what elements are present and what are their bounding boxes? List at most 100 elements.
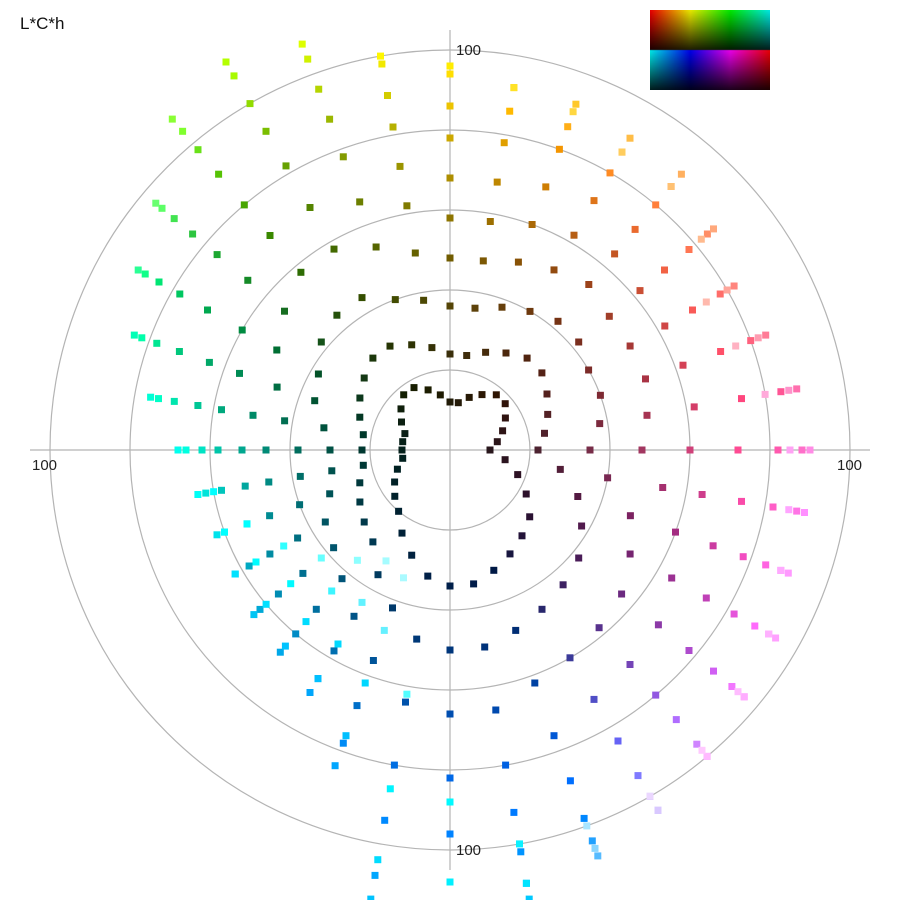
tick-label-left: 100 [32,457,57,474]
data-point-h130-l10 [400,391,408,399]
data-point-h220-l40 [299,569,307,577]
data-point-h70-l90 [572,100,580,108]
data-point-h280-l30 [492,706,500,714]
data-point-h20-l40 [642,375,649,383]
data-point-h170-l70 [194,402,202,409]
data-point-h0-l70 [774,446,782,454]
data-point-h120-l20 [386,342,394,350]
data-point-h70-l30 [498,303,506,311]
data-point-h270-l20 [446,646,454,654]
data-point-h20-l90 [754,334,762,342]
data-point-h80-l60 [493,178,501,186]
data-point-h160-l90 [138,334,146,342]
data-point-h50-l90 [677,170,685,178]
data-point-h350-l80 [793,507,801,515]
data-point-h120-l90 [230,72,238,80]
tick-label-bottom: 100 [456,842,481,859]
data-point-h10-l80 [793,385,801,393]
data-point-h340-l70 [762,561,770,569]
data-point-h230-l50 [292,630,300,638]
data-point-h180-l70 [214,446,222,454]
data-point-h200-l20 [356,479,364,487]
tick-label-top: 100 [456,42,481,59]
data-point-h150-l20 [356,394,364,402]
data-point-h330-l20 [578,522,586,530]
data-point-h90-l60 [446,174,454,182]
data-point-h220-l50 [274,590,282,598]
data-point-h10-l60 [738,395,745,403]
data-point-h310-l40 [626,661,634,668]
data-point-h330-l70 [751,622,759,630]
data-point-h130-l50 [266,232,274,239]
data-point-h130-l60 [240,201,248,209]
data-point-h100-l40 [411,249,419,257]
data-point-h300-l100 [646,792,654,800]
data-point-h130-l80 [194,146,202,154]
data-point-h60-l10 [478,391,486,399]
data-point-h340-l30 [626,512,634,520]
data-point-h30-l90 [723,286,731,294]
data-point-h190-l100 [210,488,218,496]
data-point-h270-l30 [446,710,454,718]
data-point-h170-l40 [281,417,289,425]
data-point-h10-l100 [761,390,769,398]
data-point-h220-l10 [391,492,399,500]
data-point-h310-l20 [559,581,567,589]
data-point-h190-l30 [328,467,336,475]
data-point-h160-l20 [356,413,364,421]
data-point-h140-l100 [152,199,160,207]
data-point-h210-l50 [266,550,274,558]
data-point-h180-l20 [358,446,366,454]
data-point-h30-l50 [661,322,669,330]
data-point-h330-l50 [702,594,710,602]
data-point-h40-l20 [538,369,546,377]
data-point-h180-l100 [174,446,182,454]
data-point-h160-l10 [401,430,409,438]
data-point-h310-l70 [693,740,701,748]
data-point-h30-l30 [585,366,593,374]
data-point-h160-l50 [236,369,243,377]
data-point-h150-l80 [155,278,163,286]
data-point-h310-l60 [672,716,680,724]
data-point-h70-l70 [555,145,563,153]
data-point-h260-l50 [381,816,389,824]
data-point-h50-l60 [631,225,639,233]
data-point-h170-l30 [320,424,328,432]
data-point-h100-l10 [436,391,444,399]
data-point-h0-l20 [534,446,542,454]
data-point-h170-l10 [399,438,407,446]
data-point-h220-l70 [250,611,258,619]
data-point-h90-l20 [446,350,454,358]
data-point-h280-l100 [516,840,523,848]
data-point-h250-l90 [380,626,388,634]
data-point-h320-l30 [618,590,626,598]
data-point-h350-l10 [501,456,509,464]
data-point-h20-l80 [762,331,770,339]
data-point-h210-l80 [231,570,239,578]
data-point-h40-l80 [703,230,711,238]
data-point-h170-l50 [249,411,257,419]
data-point-h210-l10 [391,478,399,486]
tick-label-right: 100 [837,457,862,474]
data-point-h30-l60 [689,306,696,314]
data-point-h140-l80 [170,215,178,223]
data-point-h290-l100 [583,822,591,830]
data-point-h300-l20 [538,605,546,613]
data-point-h0-l90 [806,446,814,454]
data-point-h310-l10 [518,532,526,540]
data-point-h70-l50 [528,221,536,228]
data-point-h40-l40 [605,312,613,320]
data-point-h220-l30 [330,544,338,552]
data-point-h80-l50 [486,218,494,225]
data-point-h110-l40 [372,243,380,251]
data-point-h310-l90 [703,752,711,760]
data-point-h220-l80 [262,600,270,608]
data-point-h270-l100 [446,798,454,806]
data-point-h90-l70 [446,134,454,142]
chart-title: L*C*h [20,14,65,33]
data-point-h290-l10 [490,566,498,574]
data-point-h340-l40 [672,528,679,536]
data-point-h30-l10 [501,414,509,422]
data-point-h170-l60 [218,406,225,414]
data-point-h330-l60 [730,610,738,618]
